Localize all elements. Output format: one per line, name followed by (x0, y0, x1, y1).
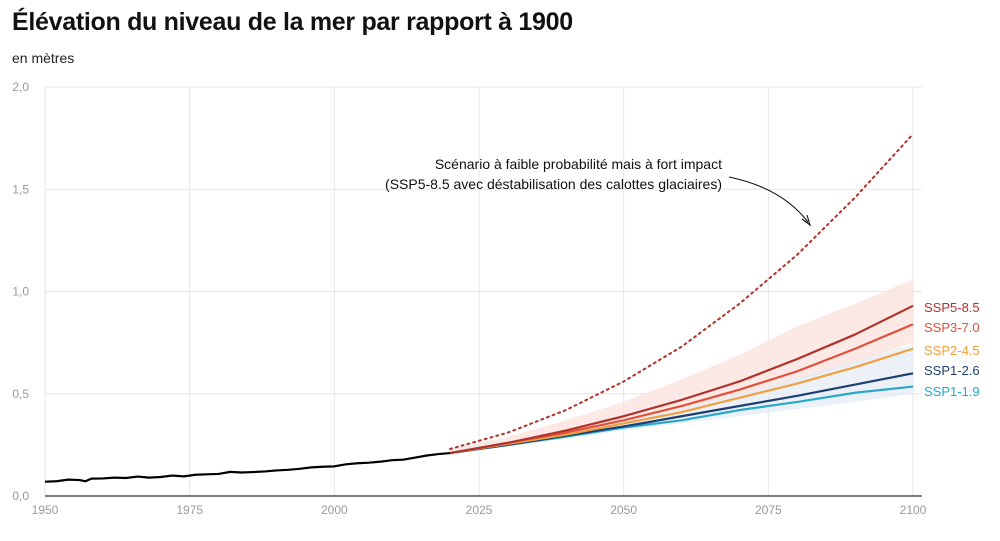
y-tick-label: 2,0 (12, 80, 29, 94)
x-tick-label: 1975 (176, 503, 203, 517)
series-label: SSP2-4.5 (924, 343, 980, 358)
series-label: SSP3-7.0 (924, 320, 980, 335)
series-line-ssp5-85 (449, 304, 914, 455)
uncertainty-band-ssp5-85 (450, 279, 913, 454)
chart-subtitle: en mètres (12, 50, 75, 66)
observed-line (44, 451, 451, 483)
y-tick-label: 0,0 (12, 489, 29, 503)
annotation-arrow (728, 176, 809, 223)
chart-title: Élévation du niveau de la mer par rappor… (12, 8, 573, 36)
x-tick-label: 2100 (900, 503, 927, 517)
y-tick-label: 1,5 (12, 182, 29, 196)
tick-labels: 0,0 0,5 1,0 1,5 2,0 1950 1975 2000 2025 2050 2075 2… (12, 80, 926, 517)
series-label: SSP5-8.5 (924, 300, 980, 315)
high-impact-dotted-line (449, 133, 914, 450)
annotation-line-1: Scénario à faible probabilité mais à for… (435, 156, 722, 172)
x-tick-label: 2025 (466, 503, 493, 517)
x-tick-label: 2050 (610, 503, 637, 517)
series-line-ssp2-45 (449, 347, 914, 455)
uncertainty-bands (450, 279, 913, 454)
grid-lines (44, 86, 922, 496)
y-tick-label: 1,0 (12, 285, 29, 299)
series-label: SSP1-2.6 (924, 363, 980, 378)
x-tick-label: 2075 (755, 503, 782, 517)
x-tick-label: 1950 (32, 503, 59, 517)
series-lines (44, 133, 914, 483)
annotation: Scénario à faible probabilité mais à for… (385, 156, 812, 227)
x-tick-label: 2000 (321, 503, 348, 517)
annotation-line-2: (SSP5-8.5 avec déstabilisation des calot… (385, 176, 722, 192)
series-labels: SSP5-8.5 SSP3-7.0 SSP2-4.5 SSP1-2.6 SSP1-1.9 (924, 300, 980, 399)
series-label: SSP1-1.9 (924, 384, 980, 399)
y-tick-label: 0,5 (12, 387, 29, 401)
annotation-arrowhead (801, 214, 812, 227)
